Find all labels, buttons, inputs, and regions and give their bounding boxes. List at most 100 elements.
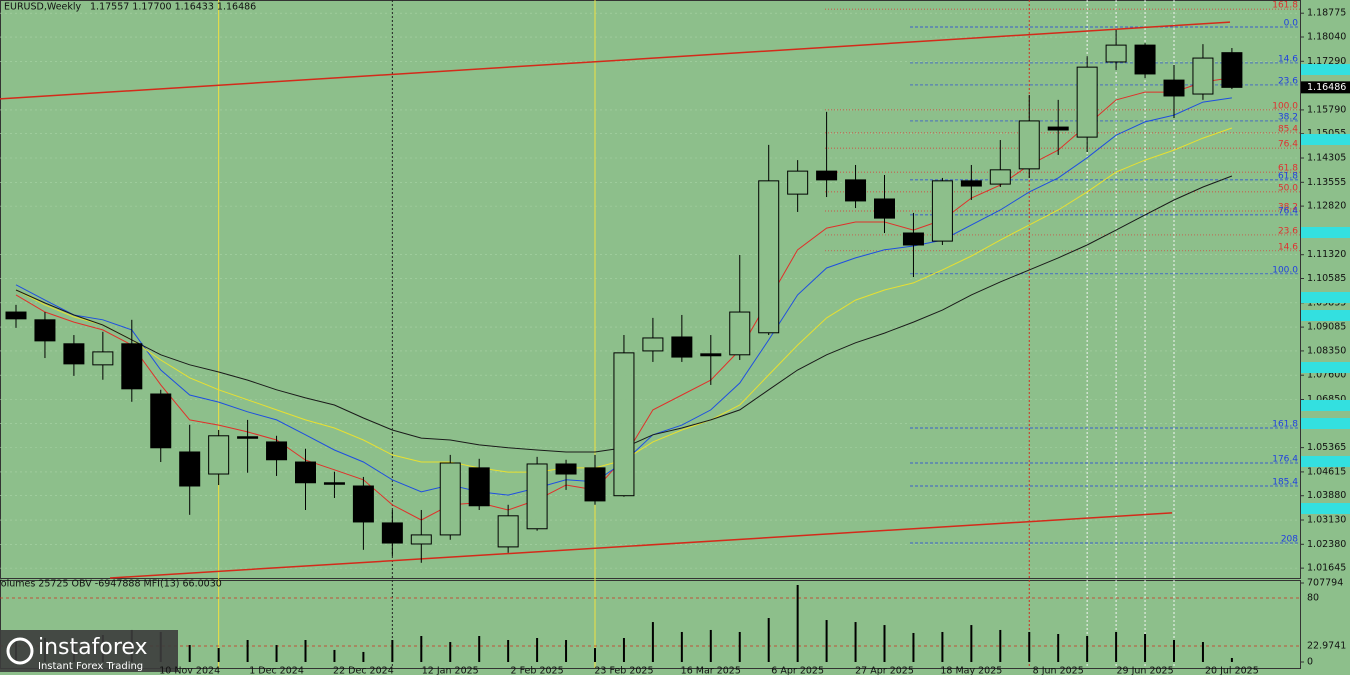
x-tick-label: 18 May 2025 (940, 666, 1002, 675)
candle-body (1192, 57, 1214, 95)
y-tick-label: 1.13555 (1307, 177, 1346, 188)
price-panel (0, 0, 1301, 579)
candle-body (989, 169, 1011, 185)
current-price: 1.16486 (1307, 82, 1346, 93)
volume-header: Volumes 25725 OBV -6947888 MFI(13) 66.00… (0, 579, 222, 590)
candle-body (63, 343, 85, 365)
candle-body (1018, 120, 1040, 170)
candle-body (34, 319, 56, 342)
candle-body (150, 393, 172, 449)
volume-panel (0, 580, 1301, 669)
candle-body (960, 180, 982, 187)
volume-tick-label: 0 (1307, 657, 1313, 668)
x-tick-label: 12 Jan 2025 (422, 666, 479, 675)
logo-tagline: Instant Forex Trading (38, 661, 143, 672)
candle-body (410, 534, 432, 545)
candle-body (439, 462, 461, 536)
y-tick-label: 1.15055 (1307, 128, 1346, 139)
candle-body (613, 352, 635, 497)
fib-label: 38.2 (1278, 112, 1298, 122)
y-tick-label: 1.04615 (1307, 466, 1346, 477)
x-tick-label: 6 Apr 2025 (771, 666, 824, 675)
candle-body (874, 198, 895, 219)
level-box (1301, 134, 1350, 145)
fib-label: 14.6 (1278, 242, 1298, 252)
mfi-level-label: 22.9741 (1307, 641, 1346, 652)
fib-label: 61.8 (1278, 171, 1298, 181)
candle-body (121, 343, 143, 390)
candle-body (700, 353, 722, 357)
candle-body (758, 180, 780, 334)
fib-label: 0.0 (1284, 18, 1299, 28)
candle-body (584, 467, 606, 502)
level-box (1301, 418, 1350, 429)
chart-ohlc: 1.17557 1.17700 1.16433 1.16486 (90, 2, 256, 13)
candle-body (5, 311, 27, 320)
fib-label: 161.8 (1272, 1, 1298, 11)
level-box (1301, 310, 1350, 321)
y-tick-label: 1.06850 (1307, 394, 1346, 405)
level-box (1301, 227, 1350, 238)
level-box (1301, 503, 1350, 514)
logo-icon (6, 637, 34, 665)
price-box (1301, 81, 1350, 94)
y-tick-label: 1.15790 (1307, 104, 1346, 115)
volume-tick-label: 707794 (1307, 578, 1343, 589)
candle-body (845, 179, 867, 202)
candle-body (1163, 79, 1185, 97)
candle-body (1105, 44, 1127, 63)
level-box (1301, 456, 1350, 467)
x-tick-label: 10 Nov 2024 (159, 666, 220, 675)
candle-body (1134, 44, 1156, 75)
x-tick-label: 16 Mar 2025 (681, 666, 741, 675)
candle-body (323, 482, 345, 485)
y-tick-label: 1.05365 (1307, 442, 1346, 453)
candle-body (352, 485, 374, 523)
fib-label: 185.4 (1272, 478, 1298, 488)
candle-body (671, 336, 693, 358)
y-tick-label: 1.01645 (1307, 563, 1346, 574)
x-tick-label: 8 Jun 2025 (1033, 666, 1084, 675)
candle-body (1047, 126, 1069, 131)
fib-label: 76.4 (1278, 206, 1298, 216)
candle-body (1076, 66, 1098, 138)
candle-body (931, 180, 953, 242)
candle-body (729, 311, 751, 356)
y-tick-label: 1.12820 (1307, 201, 1346, 212)
candle-body (1221, 52, 1243, 88)
y-tick-label: 1.10585 (1307, 273, 1346, 284)
candle-body (555, 463, 577, 475)
y-tick-label: 1.02380 (1307, 539, 1346, 550)
candle-body (902, 232, 924, 246)
candle-body (642, 337, 664, 352)
candle-body (816, 170, 838, 181)
candle-body (295, 461, 316, 484)
fib-label: 100.0 (1272, 265, 1298, 275)
y-tick-label: 1.18040 (1307, 32, 1346, 43)
fib-label: 208 (1281, 535, 1298, 545)
candle-body (787, 170, 809, 195)
candle-body (468, 467, 490, 507)
fib-label: 50.0 (1278, 183, 1298, 193)
y-tick-label: 1.11320 (1307, 249, 1346, 260)
y-tick-label: 1.08350 (1307, 345, 1346, 356)
logo-name: instaforex (38, 635, 148, 660)
fib-label: 23.6 (1278, 226, 1298, 236)
fib-label: 176.4 (1272, 455, 1298, 465)
chart-symbol: EURUSD,Weekly (4, 2, 82, 13)
level-box (1301, 292, 1350, 303)
y-tick-label: 1.03130 (1307, 515, 1346, 526)
fib-label: 100.0 (1272, 101, 1298, 111)
y-tick-label: 1.14305 (1307, 153, 1346, 164)
candle-body (237, 436, 259, 439)
x-tick-label: 22 Dec 2024 (333, 666, 394, 675)
x-tick-label: 1 Dec 2024 (249, 666, 304, 675)
candle-body (381, 522, 403, 544)
level-box (1301, 64, 1350, 75)
fib-label: 161.8 (1272, 420, 1298, 430)
fib-label: 61.8 (1278, 164, 1298, 174)
level-box (1301, 362, 1350, 373)
mfi-level-label: 80 (1307, 593, 1319, 604)
x-tick-label: 27 Apr 2025 (855, 666, 914, 675)
